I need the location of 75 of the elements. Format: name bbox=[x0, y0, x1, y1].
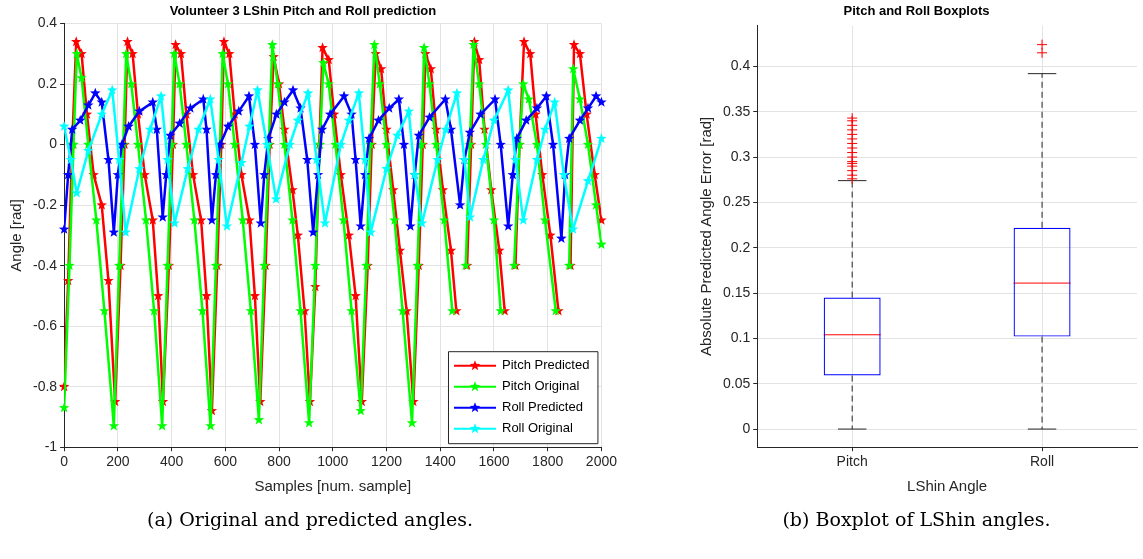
point bbox=[488, 114, 500, 125]
y-tick-label: 0.05 bbox=[723, 374, 751, 391]
point bbox=[106, 84, 118, 95]
x-tick-label: Roll bbox=[1030, 453, 1055, 470]
point bbox=[502, 84, 514, 95]
point bbox=[549, 96, 560, 107]
x-tick-label: 1800 bbox=[532, 453, 564, 470]
point bbox=[335, 139, 347, 150]
point bbox=[440, 124, 451, 134]
x-tick-label: 600 bbox=[213, 453, 238, 470]
point bbox=[432, 154, 443, 165]
y-tick-label: 0.2 bbox=[37, 74, 58, 91]
point bbox=[477, 154, 489, 165]
x-tick-label: Pitch bbox=[836, 453, 868, 470]
y-tick-label: 0.3 bbox=[730, 147, 751, 164]
text: (a) Original and predicted angles. bbox=[146, 508, 474, 530]
y-axis-title: Angle [rad] bbox=[7, 199, 25, 272]
legend-label: Roll Original bbox=[502, 420, 573, 436]
x-axis-title: Samples [num. sample] bbox=[254, 477, 412, 495]
point bbox=[236, 157, 247, 168]
point bbox=[302, 87, 314, 98]
y-axis-title: Absolute Predicted Angle Error [rad] bbox=[697, 116, 715, 357]
y-tick-label: -0.8 bbox=[33, 377, 58, 394]
legend-label: Roll Predicted bbox=[502, 399, 583, 415]
x-tick-label: 800 bbox=[267, 453, 291, 470]
chart-title: Volunteer 3 LShin Pitch and Roll prediction bbox=[169, 3, 437, 19]
x-tick-label: 200 bbox=[106, 453, 130, 470]
point bbox=[244, 120, 255, 131]
y-tick-label: 0.15 bbox=[723, 283, 751, 300]
y-tick-label: -0.6 bbox=[33, 317, 58, 334]
legend-label: Pitch Predicted bbox=[502, 357, 590, 373]
point bbox=[353, 87, 365, 98]
y-tick-label: 0.4 bbox=[730, 57, 751, 74]
point bbox=[182, 163, 193, 174]
x-tick-label: 1600 bbox=[478, 453, 510, 470]
point bbox=[155, 90, 167, 101]
point bbox=[311, 154, 322, 165]
y-tick-label: -0.4 bbox=[33, 256, 58, 273]
y-tick-label: 0.35 bbox=[723, 102, 751, 119]
point bbox=[539, 124, 551, 134]
x-tick-label: 2000 bbox=[585, 453, 618, 470]
y-tick-label: -0.2 bbox=[33, 196, 58, 212]
point bbox=[83, 145, 94, 156]
x-tick-label: 0 bbox=[60, 453, 69, 470]
y-tick-label: 0.4 bbox=[37, 14, 58, 31]
x-tick-label: 400 bbox=[159, 453, 184, 470]
point bbox=[284, 139, 296, 150]
point bbox=[451, 87, 463, 98]
legend-label: Pitch Original bbox=[502, 378, 580, 394]
point bbox=[596, 133, 607, 144]
point bbox=[381, 163, 392, 174]
point bbox=[213, 154, 224, 165]
point bbox=[252, 84, 263, 95]
y-tick-label: 0.25 bbox=[723, 193, 751, 210]
y-tick-label: 0.1 bbox=[730, 329, 751, 346]
point bbox=[134, 163, 145, 174]
point bbox=[193, 124, 204, 134]
point bbox=[205, 93, 216, 104]
point bbox=[403, 105, 415, 116]
y-tick-label: 0 bbox=[742, 419, 751, 436]
chart-title: Pitch and Roll Boxplots bbox=[843, 3, 990, 19]
x-tick-label: 1200 bbox=[370, 453, 403, 470]
x-axis-title: LShin Angle bbox=[907, 477, 988, 495]
point bbox=[392, 130, 403, 140]
y-tick-label: 0 bbox=[49, 135, 58, 152]
point bbox=[531, 154, 543, 165]
point bbox=[582, 175, 594, 186]
y-tick-label: -1 bbox=[44, 438, 58, 455]
text: (b) Boxplot of LShin angles. bbox=[781, 508, 1052, 530]
point bbox=[359, 154, 371, 165]
x-tick-label: 1000 bbox=[317, 453, 349, 470]
point bbox=[96, 108, 107, 119]
y-tick-label: 0.2 bbox=[730, 238, 751, 255]
x-tick-label: 1400 bbox=[424, 453, 457, 470]
point bbox=[65, 154, 77, 165]
